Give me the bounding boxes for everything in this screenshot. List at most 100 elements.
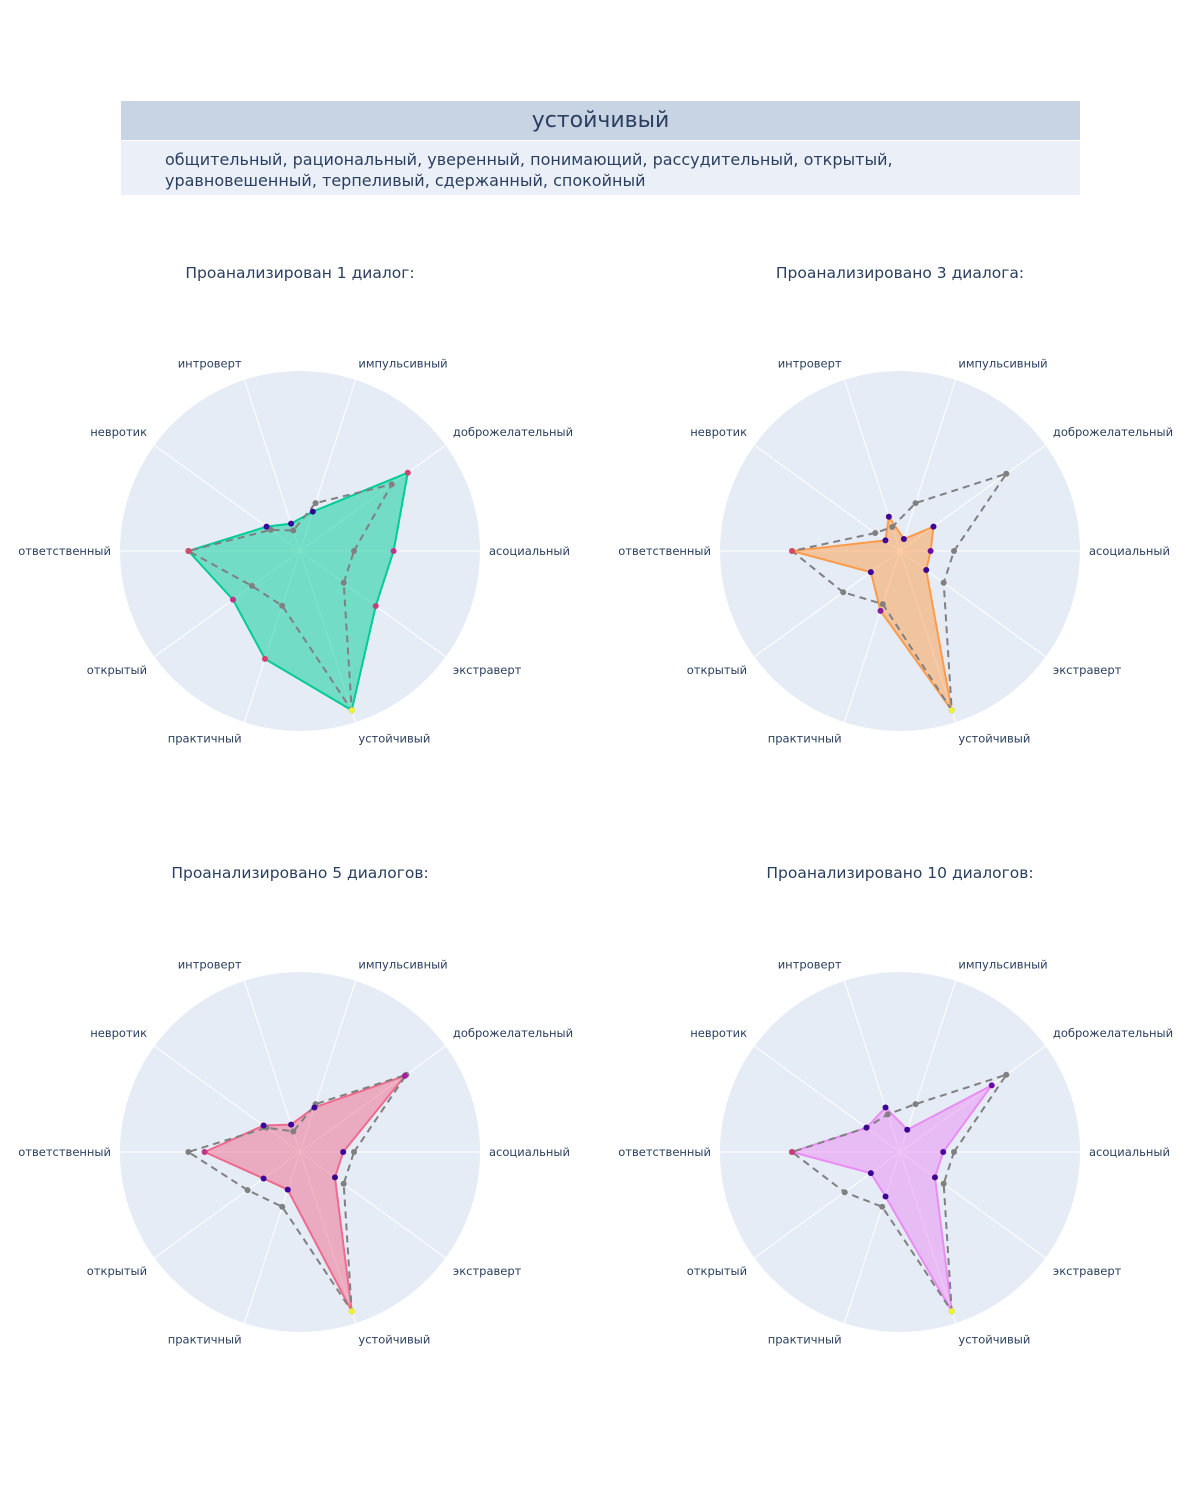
data-point <box>348 707 355 714</box>
table-cell: общительный, рациональный, уверенный, по… <box>121 141 1080 195</box>
reference-point <box>840 589 847 596</box>
reference-point <box>940 579 947 586</box>
axis-label: асоциальный <box>489 544 570 558</box>
data-point <box>863 1124 870 1131</box>
data-point <box>401 1072 408 1079</box>
data-point <box>261 655 268 662</box>
reference-line <box>789 1072 1009 1315</box>
data-point <box>309 508 316 515</box>
axis-label: устойчивый <box>958 1333 1030 1347</box>
data-point <box>260 1175 267 1182</box>
data-point <box>867 569 874 576</box>
data-point <box>340 1149 347 1155</box>
axis-label: практичный <box>168 1333 242 1347</box>
reference-point <box>879 1203 886 1210</box>
data-point <box>201 1149 208 1155</box>
axis-label: импульсивный <box>958 356 1047 370</box>
chart-title-1: Проанализирован 1 диалог: <box>185 264 415 282</box>
data-point <box>900 536 907 543</box>
axis-label: доброжелательный <box>453 1026 573 1040</box>
axis-label: устойчивый <box>358 732 430 746</box>
grid-line <box>899 980 957 1153</box>
data-point <box>789 1149 795 1155</box>
radar-chart-1: асоциальный доброжелательный импульсивный и… <box>18 356 573 745</box>
data-point <box>877 607 884 614</box>
table-header: устойчивый <box>121 101 1080 140</box>
reference-point <box>185 1149 192 1155</box>
axis-label: практичный <box>168 732 242 746</box>
reference-point <box>267 526 274 533</box>
data-point <box>882 1104 889 1111</box>
reference-point <box>951 1149 957 1155</box>
reference-point <box>312 500 319 507</box>
radar-chart-3: асоциальный доброжелательный импульсивный и… <box>18 957 573 1346</box>
axis-label: невротик <box>690 425 747 439</box>
axis-label: открытый <box>87 663 147 677</box>
reference-point <box>879 601 886 608</box>
reference-point <box>889 524 896 531</box>
reference-point <box>940 1180 947 1187</box>
data-point <box>331 1174 338 1181</box>
axis-label: экстраверт <box>1053 1264 1122 1278</box>
axis-label: доброжелательный <box>453 425 573 439</box>
axis-label: практичный <box>768 732 842 746</box>
data-point <box>390 548 397 554</box>
axis-label: устойчивый <box>358 1333 430 1347</box>
axis-label: открытый <box>87 1264 147 1278</box>
data-point <box>284 1186 291 1193</box>
axis-label: невротик <box>90 1026 147 1040</box>
reference-point <box>951 548 957 554</box>
data-point <box>904 1126 911 1133</box>
reference-point <box>340 1180 347 1187</box>
axis-label: ответственный <box>18 544 111 558</box>
axis-label: экстраверт <box>453 663 522 677</box>
data-point <box>348 1308 355 1315</box>
reference-point <box>841 1189 848 1196</box>
axis-label: импульсивный <box>358 356 447 370</box>
data-point <box>948 707 955 714</box>
reference-point <box>1003 1071 1010 1078</box>
axis-label: интроверт <box>178 356 242 370</box>
reference-point <box>912 1101 919 1108</box>
radar-chart-4: асоциальный доброжелательный импульсивный и… <box>618 957 1173 1346</box>
axis-label: экстраверт <box>453 1264 522 1278</box>
header-table: устойчивый общительный, рациональный, ув… <box>121 101 1080 195</box>
axis-label: открытый <box>687 1264 747 1278</box>
data-point <box>185 548 192 554</box>
axis-label: доброжелательный <box>1053 1026 1173 1040</box>
axis-label: импульсивный <box>958 957 1047 971</box>
data-point <box>288 520 295 527</box>
reference-point <box>1003 470 1010 477</box>
chart-title-2: Проанализировано 3 диалога: <box>775 264 1025 282</box>
data-point <box>931 1174 938 1181</box>
axis-label: асоциальный <box>1089 1145 1170 1159</box>
data-point <box>789 548 795 554</box>
data-point <box>882 1193 889 1200</box>
data-point <box>988 1082 995 1089</box>
axis-label: интроверт <box>778 356 842 370</box>
axis-label: доброжелательный <box>1053 425 1173 439</box>
axis-label: асоциальный <box>1089 544 1170 558</box>
axis-label: экстраверт <box>1053 663 1122 677</box>
grid-line <box>899 379 957 552</box>
axis-label: устойчивый <box>958 732 1030 746</box>
data-point <box>311 1104 318 1111</box>
axis-label: практичный <box>768 1333 842 1347</box>
axis-label: интроверт <box>778 957 842 971</box>
reference-point <box>290 527 297 534</box>
axis-label: невротик <box>90 425 147 439</box>
radar-chart-2: асоциальный доброжелательный импульсивный и… <box>618 356 1173 745</box>
reference-point <box>388 481 395 488</box>
data-point <box>260 1122 267 1129</box>
chart-title-3: Проанализировано 5 диалогов: <box>171 864 429 882</box>
axis-label: ответственный <box>18 1145 111 1159</box>
data-point <box>404 469 411 476</box>
data-point <box>230 596 237 603</box>
reference-point <box>351 548 357 554</box>
axis-label: открытый <box>687 663 747 677</box>
data-point <box>288 1121 295 1128</box>
reference-point <box>340 579 347 586</box>
data-point <box>923 567 930 574</box>
reference-point <box>884 1111 891 1118</box>
